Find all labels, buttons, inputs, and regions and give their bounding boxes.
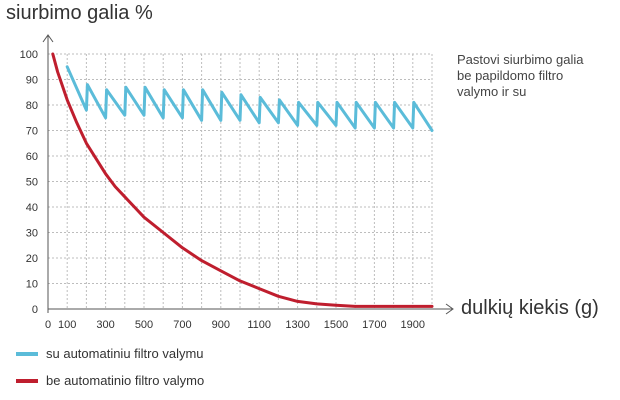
series-line-automatic	[65, 65, 434, 132]
annotation: Pastovi siurbimo galia be papildomo filt…	[457, 52, 617, 100]
y-tick-label: 30	[26, 228, 38, 240]
legend-item-automatic: su automatiniu filtro valymu	[16, 346, 204, 361]
x-tick-label: 1300	[285, 319, 309, 331]
y-tick-label: 40	[26, 202, 38, 214]
x-tick-label: 100	[58, 319, 76, 331]
y-tick-label: 50	[26, 177, 38, 189]
y-tick-label: 20	[26, 253, 38, 265]
x-tick-label: 1700	[362, 319, 386, 331]
axes	[42, 34, 454, 315]
y-tick-label: 70	[26, 126, 38, 138]
annotation-line-2: be papildomo filtro	[457, 68, 564, 83]
tick-labels: 0 10 20 30 40 50 60 70 80 90 100 0 100 300 500 700 900 11…	[20, 49, 425, 331]
y-tick-label: 80	[26, 100, 38, 112]
y-tick-label: 0	[32, 304, 38, 316]
annotation-line-3: valymo ir su	[457, 84, 527, 99]
legend-label-no-automatic: be automatinio filtro valymo	[46, 373, 205, 388]
y-tick-label: 90	[26, 75, 38, 87]
x-tick-label: 900	[212, 319, 230, 331]
x-tick-label: 700	[173, 319, 191, 331]
x-axis-arrow	[445, 303, 454, 315]
y-tick-label: 100	[20, 49, 38, 61]
x-tick-label: 1100	[247, 319, 271, 331]
x-axis-label: dulkių kiekis (g)	[461, 297, 599, 319]
y-tick-label: 10	[26, 279, 38, 291]
x-tick-label: 500	[135, 319, 153, 331]
legend-swatch-no-automatic	[16, 378, 38, 383]
y-axis-arrow	[42, 34, 54, 43]
series-line-no-automatic	[51, 52, 434, 308]
series-lines	[51, 52, 434, 308]
annotation-line-1: Pastovi siurbimo galia	[457, 52, 584, 67]
x-tick-label: 0	[45, 319, 51, 331]
legend-swatch-automatic	[16, 351, 38, 356]
x-tick-label: 1500	[324, 319, 348, 331]
legend-label-automatic: su automatiniu filtro valymu	[46, 346, 204, 361]
x-tick-label: 1900	[401, 319, 425, 331]
y-tick-label: 60	[26, 151, 38, 163]
legend-item-no-automatic: be automatinio filtro valymo	[16, 373, 204, 388]
y-axis-label: siurbimo galia %	[6, 2, 153, 24]
x-tick-label: 300	[96, 319, 114, 331]
grid	[48, 53, 433, 309]
